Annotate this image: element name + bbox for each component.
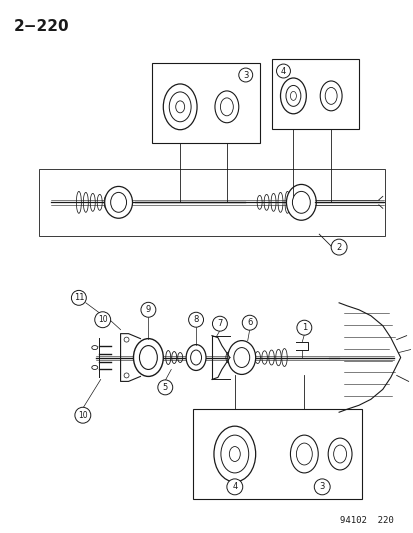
Circle shape [75,407,90,423]
Text: 94102  220: 94102 220 [339,515,393,524]
Ellipse shape [296,443,311,465]
Ellipse shape [333,445,346,463]
Ellipse shape [76,191,81,213]
Ellipse shape [177,352,182,362]
Text: 10: 10 [78,411,88,419]
Text: 5: 5 [162,383,168,392]
Ellipse shape [278,192,282,212]
Circle shape [71,290,86,305]
Ellipse shape [290,92,296,100]
Ellipse shape [133,338,163,376]
Text: 3: 3 [242,70,248,79]
Ellipse shape [220,98,233,116]
Text: 9: 9 [145,305,151,314]
Ellipse shape [214,91,238,123]
Text: 6: 6 [247,318,252,327]
Ellipse shape [268,350,274,365]
Circle shape [276,64,290,78]
Ellipse shape [163,84,197,130]
Ellipse shape [271,193,275,211]
Ellipse shape [281,349,287,367]
Ellipse shape [83,192,88,212]
Text: 2−220: 2−220 [13,19,69,34]
Ellipse shape [169,92,191,122]
Text: 3: 3 [319,482,324,491]
Ellipse shape [233,348,249,367]
Ellipse shape [171,352,176,364]
Text: 4: 4 [280,67,285,76]
Ellipse shape [214,426,255,482]
Circle shape [188,312,203,327]
Circle shape [238,68,252,82]
Ellipse shape [175,101,184,113]
Ellipse shape [104,187,132,218]
Ellipse shape [221,435,248,473]
Text: 11: 11 [74,293,84,302]
Circle shape [296,320,311,335]
Ellipse shape [190,350,201,365]
Ellipse shape [186,345,206,370]
Text: 7: 7 [217,319,222,328]
Text: 2: 2 [336,243,341,252]
Ellipse shape [320,81,341,111]
Ellipse shape [92,345,97,350]
Circle shape [242,315,256,330]
Ellipse shape [124,373,129,378]
Circle shape [330,239,346,255]
Ellipse shape [104,196,109,209]
Ellipse shape [285,85,300,107]
Ellipse shape [254,352,260,364]
Text: 10: 10 [97,315,107,324]
Bar [192,409,361,499]
Ellipse shape [229,447,240,462]
Ellipse shape [275,349,280,366]
Ellipse shape [325,87,336,104]
Ellipse shape [261,351,267,364]
Bar [39,168,384,236]
Ellipse shape [292,191,310,213]
Ellipse shape [256,196,261,209]
Ellipse shape [290,435,318,473]
Ellipse shape [286,184,316,220]
Ellipse shape [263,195,268,211]
Ellipse shape [227,341,255,375]
Ellipse shape [328,438,351,470]
Ellipse shape [92,366,97,369]
Circle shape [140,302,155,317]
Circle shape [212,316,227,331]
Bar [152,63,259,143]
Ellipse shape [124,337,129,342]
Ellipse shape [165,351,170,365]
Circle shape [226,479,242,495]
Bar [271,59,358,129]
Ellipse shape [280,78,306,114]
Ellipse shape [139,345,157,369]
Text: 8: 8 [193,315,198,324]
Circle shape [157,380,172,395]
Circle shape [313,479,330,495]
Ellipse shape [97,195,102,211]
Ellipse shape [225,352,233,364]
Ellipse shape [284,191,289,213]
Circle shape [95,312,110,328]
Ellipse shape [90,193,95,211]
Text: 1: 1 [301,323,306,332]
Text: 4: 4 [232,482,237,491]
Ellipse shape [110,192,126,212]
